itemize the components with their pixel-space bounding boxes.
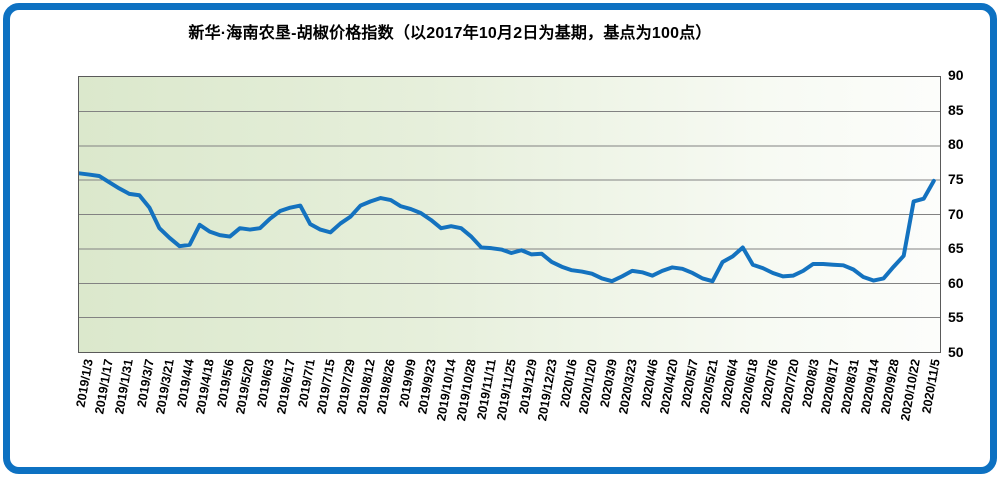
x-tick-label-2020/10/22: 2020/10/22 (897, 358, 923, 423)
x-tick-label-2019/7/15: 2019/7/15 (314, 358, 338, 416)
x-tick-label-2020/4/20: 2020/4/20 (656, 358, 681, 416)
x-tick-label-2019/5/20: 2019/5/20 (233, 358, 258, 416)
x-tick-label-2019/3/7: 2019/3/7 (134, 358, 157, 409)
x-tick-label-2019/6/17: 2019/6/17 (273, 358, 298, 416)
x-tick-label-2019/1/31: 2019/1/31 (112, 358, 137, 416)
y-tick-label-75: 75 (948, 171, 964, 187)
x-tick-label-2020/11/5: 2020/11/5 (919, 358, 943, 415)
chart-title: 新华·海南农垦-胡椒价格指数（以2017年10月2日为基期，基点为100点） (188, 25, 712, 42)
x-tick-label-2020/5/7: 2020/5/7 (678, 358, 701, 409)
x-tick-label-2019/8/26: 2019/8/26 (374, 358, 399, 416)
x-tick-label-2019/5/6: 2019/5/6 (214, 358, 237, 409)
x-tick-label-2019/7/1: 2019/7/1 (295, 358, 318, 409)
x-tick-label-2020/8/17: 2020/8/17 (818, 358, 842, 416)
x-tick-label-2020/4/6: 2020/4/6 (638, 358, 661, 409)
y-tick-label-50: 50 (948, 344, 964, 360)
x-tick-label-2020/6/18: 2020/6/18 (737, 358, 762, 416)
x-tick-label-2020/5/21: 2020/5/21 (697, 358, 721, 416)
y-tick-label-80: 80 (948, 136, 964, 152)
x-tick-label-2020/1/20: 2020/1/20 (576, 358, 600, 416)
price-line-chart (79, 110, 940, 319)
y-tick-label-85: 85 (948, 102, 964, 118)
x-tick-label-2019/9/23: 2019/9/23 (415, 358, 439, 416)
x-tick-label-2019/9/9: 2019/9/9 (396, 358, 419, 409)
y-tick-label-55: 55 (948, 309, 964, 325)
x-tick-label-2020/7/6: 2020/7/6 (758, 358, 782, 409)
x-tick-label-2019/12/9: 2019/12/9 (515, 358, 540, 416)
x-tick-label-2020/1/6: 2020/1/6 (557, 358, 580, 409)
x-tick-label-2020/8/3: 2020/8/3 (799, 358, 822, 409)
x-tick-label-2020/7/20: 2020/7/20 (777, 358, 802, 416)
x-tick-label-2019/1/3: 2019/1/3 (73, 358, 96, 409)
plot-area (78, 76, 941, 353)
y-tick-label-70: 70 (948, 206, 964, 222)
price-line (79, 171, 936, 284)
x-tick-label-2019/4/4: 2019/4/4 (174, 358, 197, 409)
x-tick-label-2019/6/3: 2019/6/3 (254, 358, 278, 409)
y-tick-label-90: 90 (948, 67, 964, 83)
y-tick-label-60: 60 (948, 275, 964, 291)
x-tick-label-2020/3/23: 2020/3/23 (616, 358, 641, 416)
x-tick-label-2019/4/18: 2019/4/18 (193, 358, 217, 416)
x-tick-label-2020/3/9: 2020/3/9 (597, 358, 620, 409)
x-tick-label-2020/9/28: 2020/9/28 (878, 358, 903, 416)
x-tick-label-2020/6/4: 2020/6/4 (718, 358, 741, 409)
y-tick-label-65: 65 (948, 240, 964, 256)
x-tick-label-2019/3/21: 2019/3/21 (152, 358, 177, 416)
